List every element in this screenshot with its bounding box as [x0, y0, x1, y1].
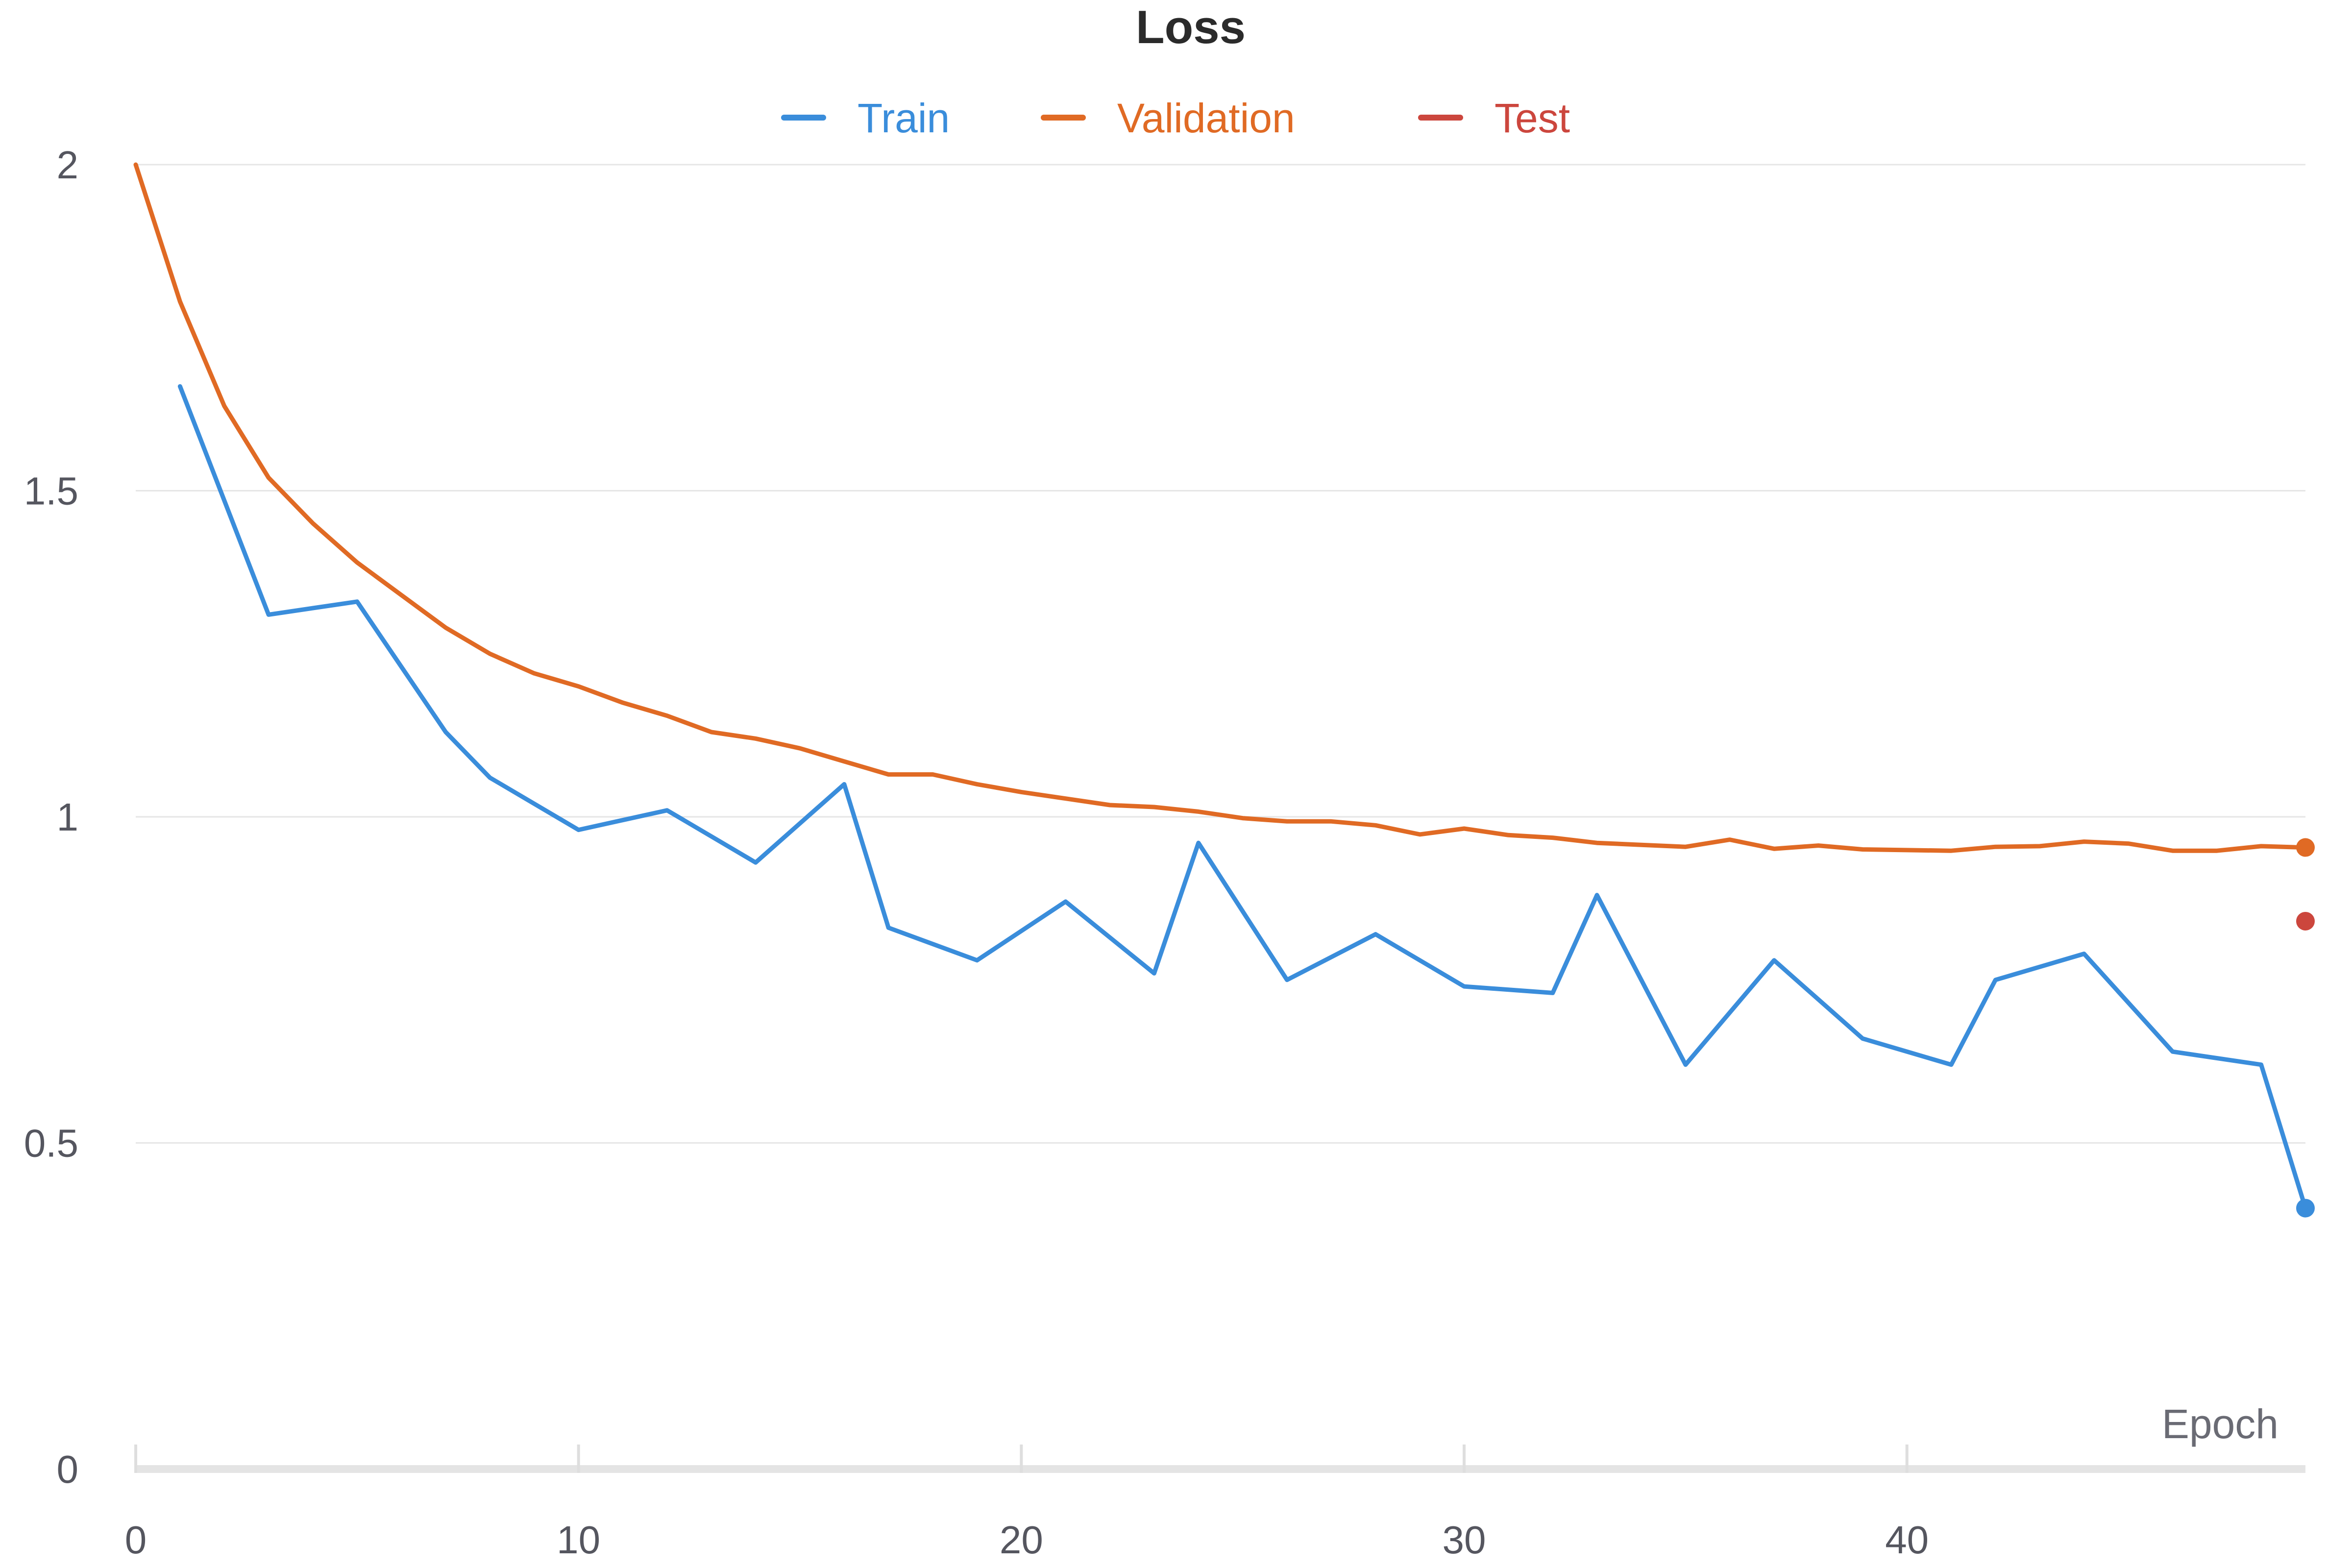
- x-tick-label: 10: [557, 1518, 600, 1562]
- train-legend-label: Train: [858, 95, 950, 141]
- y-tick-label: 2: [57, 143, 79, 187]
- series-endpoints: [2296, 838, 2315, 1218]
- y-tick-label: 0: [57, 1447, 79, 1491]
- y-tick-label: 1.5: [24, 469, 78, 513]
- legend-item-validation[interactable]: Validation: [1041, 95, 1295, 141]
- x-axis: 0 10 20 30 40: [125, 1445, 2305, 1562]
- x-tick-label: 20: [1000, 1518, 1043, 1562]
- x-tick-label: 0: [125, 1518, 147, 1562]
- validation-last-point: [2296, 838, 2315, 857]
- x-axis-label: Epoch: [2162, 1401, 2278, 1447]
- y-axis: 0 0.5 1 1.5 2: [24, 143, 78, 1491]
- y-tick-label: 0.5: [24, 1122, 78, 1165]
- x-tick-label: 30: [1443, 1518, 1486, 1562]
- legend-item-train[interactable]: Train: [781, 95, 950, 141]
- validation-legend-label: Validation: [1117, 95, 1295, 141]
- train-series-line: [177, 384, 2308, 1211]
- test-last-point: [2296, 911, 2315, 931]
- y-tick-label: 1: [57, 795, 79, 839]
- x-tick-label: 40: [1885, 1518, 1929, 1562]
- legend-item-test[interactable]: Test: [1418, 95, 1570, 141]
- grid-lines: [136, 164, 2305, 1144]
- legend: Train Validation Test: [781, 95, 1570, 141]
- test-legend-label: Test: [1494, 95, 1570, 141]
- series-lines: [133, 162, 2308, 1211]
- chart-title: Loss: [1136, 1, 1246, 53]
- train-last-point: [2296, 1199, 2315, 1218]
- validation-series-line: [133, 162, 2308, 853]
